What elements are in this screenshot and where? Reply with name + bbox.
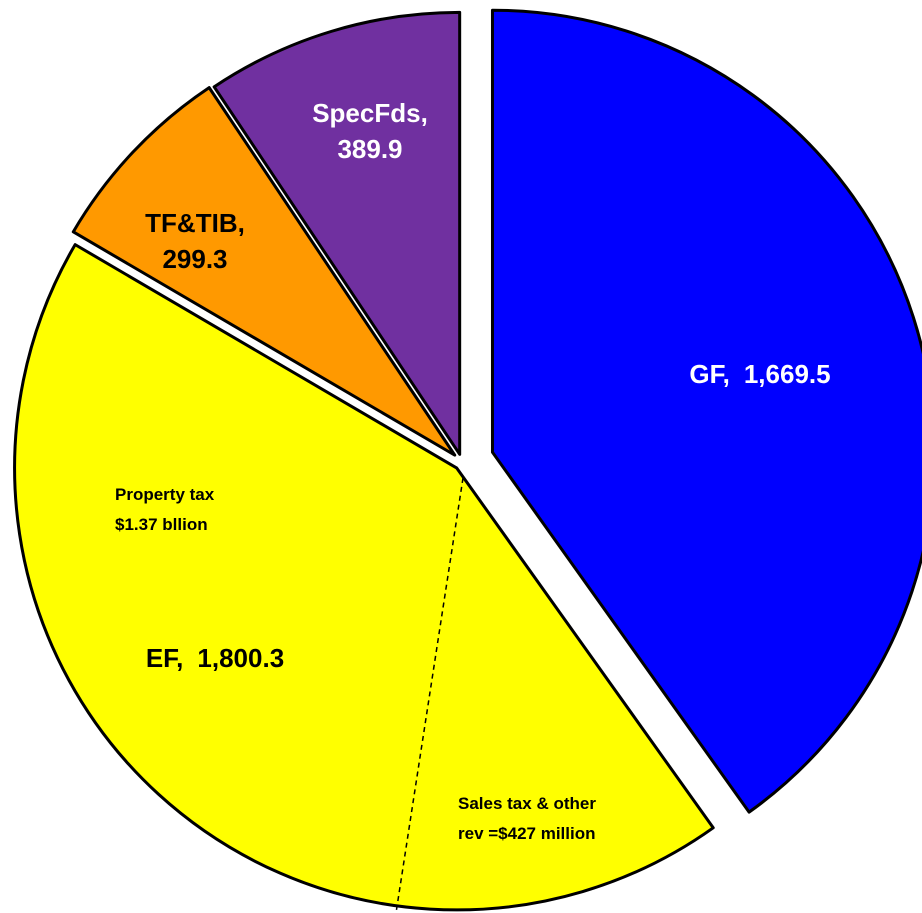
value-label: 1,800.3 [197, 643, 284, 673]
category-label: SpecFds, [312, 98, 428, 128]
annotation: Property tax $1.37 bllion [115, 485, 219, 534]
labels: GF, 1,669.5 EF, 1,800.3 TF&TIB, 299.3 SpecFds,… [145, 98, 830, 673]
annotation: Sales tax & other rev =$427 million [458, 794, 601, 843]
slices [13, 8, 922, 912]
pie-slice [212, 10, 462, 456]
category-label: TF&TIB, [145, 208, 245, 238]
annotation-line: rev =$427 million [458, 824, 596, 843]
annotation-line: Property tax [115, 485, 215, 504]
value-label: 299.3 [162, 244, 227, 274]
slice-label: TF&TIB, 299.3 [145, 208, 245, 274]
pie-slice [13, 243, 715, 912]
annotation-line: Sales tax & other [458, 794, 596, 813]
annotation-line: $1.37 bllion [115, 515, 208, 534]
value-label: 1,669.5 [744, 359, 831, 389]
category-label: EF, [146, 643, 184, 673]
value-label: 389.9 [337, 134, 402, 164]
slice-label: EF, 1,800.3 [146, 643, 284, 673]
category-label: GF, [689, 359, 729, 389]
pie-slice [71, 86, 457, 457]
pie-slice [490, 8, 922, 814]
slice-label: GF, 1,669.5 [689, 359, 830, 389]
ef-split-line [395, 477, 464, 913]
slice-label: SpecFds, 389.9 [312, 98, 428, 164]
